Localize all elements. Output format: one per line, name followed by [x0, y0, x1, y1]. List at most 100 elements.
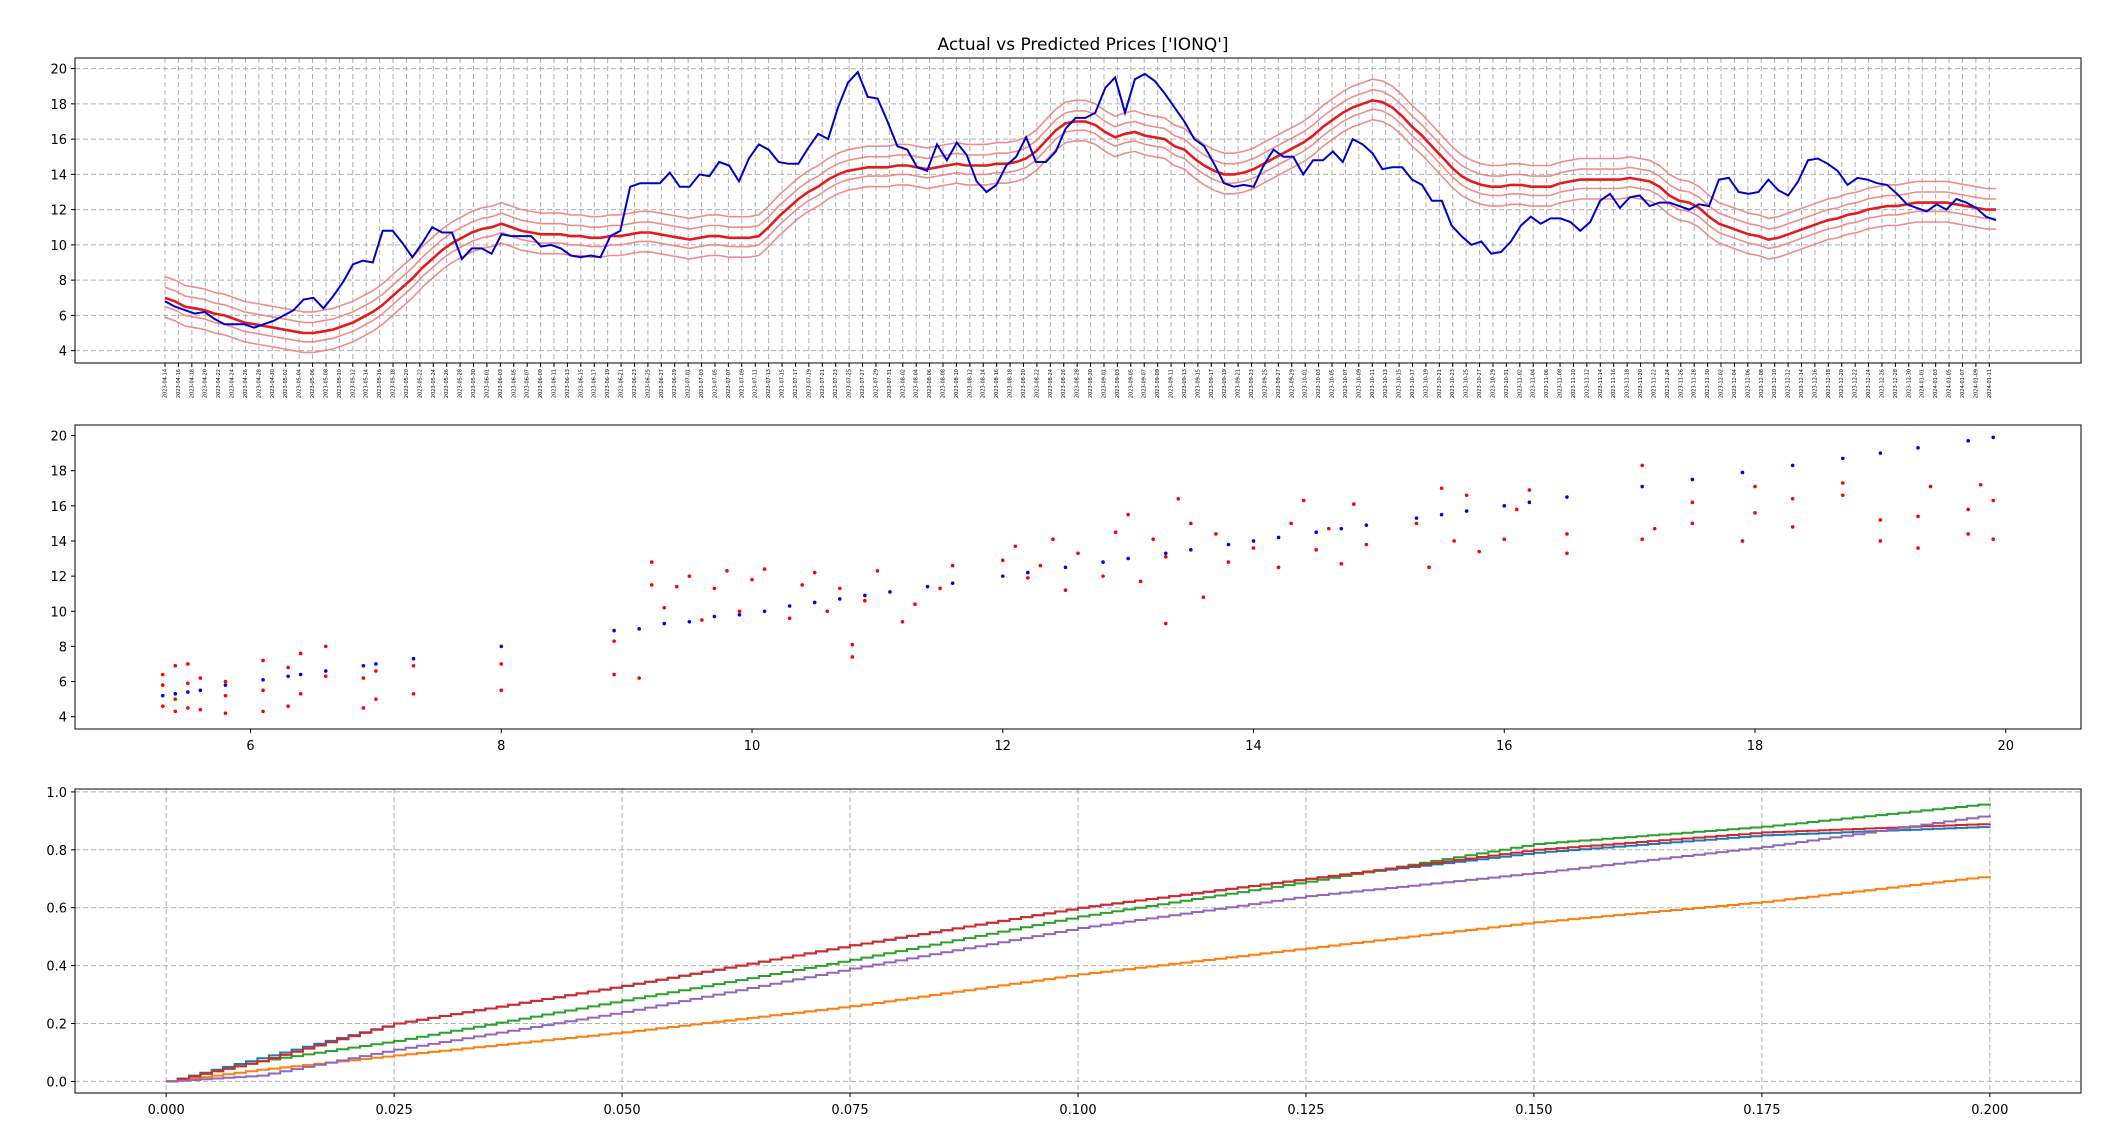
actual-point — [837, 597, 842, 601]
x-tick-label: 2023-12-08 — [1759, 369, 1765, 398]
x-tick-label: 0.025 — [376, 1103, 413, 1118]
y-tick-label: 8 — [59, 640, 67, 655]
x-tick-label: 2023-05-22 — [417, 369, 423, 398]
x-tick-label: 2023-10-13 — [1383, 369, 1389, 398]
x-tick-label: 16 — [1496, 739, 1513, 754]
x-tick-label: 2023-09-27 — [1276, 369, 1282, 398]
predicted-point — [1502, 537, 1507, 542]
actual-point — [662, 621, 667, 626]
x-tick-label: 2023-09-13 — [1182, 369, 1188, 398]
actual-point — [173, 692, 178, 696]
predicted-point — [1038, 563, 1043, 568]
y-tick-label: 10 — [50, 605, 67, 620]
actual-point — [1502, 504, 1507, 508]
x-tick-label: 2023-09-19 — [1222, 369, 1228, 398]
x-tick-label: 2023-11-04 — [1531, 369, 1537, 398]
x-tick-label: 2023-08-20 — [1021, 369, 1027, 398]
predicted-point — [499, 688, 504, 693]
predicted-point — [374, 669, 378, 673]
x-tick-label: 2023-10-23 — [1450, 369, 1456, 398]
x-tick-label: 2023-12-04 — [1732, 369, 1738, 398]
actual-point — [1126, 556, 1130, 561]
actual-point — [925, 584, 930, 589]
x-tick-label: 8 — [497, 739, 505, 754]
x-tick-label: 2023-06-05 — [511, 369, 517, 398]
x-tick-label: 2023-09-09 — [1155, 369, 1161, 398]
predicted-point — [1978, 482, 1983, 487]
predicted-point — [750, 577, 754, 582]
x-tick-label: 2023-05-18 — [391, 369, 397, 398]
y-tick-label: 16 — [50, 133, 67, 148]
predicted-point — [1427, 565, 1431, 570]
predicted-point — [198, 676, 203, 680]
x-tick-label: 2023-11-02 — [1517, 369, 1523, 398]
predicted-point — [1214, 532, 1218, 536]
actual-point — [737, 612, 742, 617]
y-tick-label: 0.0 — [46, 1075, 67, 1090]
actual-point — [411, 656, 416, 661]
predicted-point — [1966, 507, 1970, 512]
predicted-point — [712, 586, 717, 591]
predicted-point — [725, 569, 729, 573]
x-tick-label: 2023-11-20 — [1638, 369, 1644, 398]
x-tick-label: 2023-04-18 — [189, 369, 195, 398]
x-tick-label: 2023-10-09 — [1356, 369, 1362, 398]
x-tick-label: 2023-07-05 — [712, 369, 718, 398]
predicted-point — [762, 567, 767, 571]
x-tick-label: 2024-01-11 — [1987, 369, 1993, 398]
predicted-point — [1690, 521, 1695, 526]
y-tick-label: 12 — [50, 570, 67, 585]
x-tick-label: 2024-01-03 — [1933, 369, 1939, 398]
predicted-point — [1251, 546, 1256, 550]
predicted-point — [1690, 500, 1695, 505]
x-tick-label: 2023-10-27 — [1477, 369, 1483, 398]
actual-point — [1163, 551, 1168, 556]
x-tick-label: 2023-04-16 — [176, 369, 182, 398]
actual-point — [1314, 530, 1319, 534]
series-line-predicted_q10 — [164, 118, 1996, 354]
x-tick-label: 2023-05-02 — [283, 369, 289, 398]
predicted-point — [649, 560, 654, 564]
actual-point — [863, 593, 867, 598]
predicted-point — [223, 711, 228, 715]
x-tick-label: 2023-07-15 — [780, 369, 786, 398]
scatter-chart: 4 6 8 10 12 14 16 18 20 6 8 10 12 14 16 18 20 — [50, 424, 2082, 754]
predicted-point — [1314, 547, 1319, 552]
predicted-point — [850, 642, 855, 647]
actual-point — [1966, 439, 1970, 443]
x-tick-label: 2023-04-20 — [203, 369, 209, 398]
predicted-point — [1414, 521, 1419, 526]
predicted-point — [850, 655, 855, 659]
predicted-point — [361, 676, 366, 680]
x-tick-label: 2023-10-11 — [1370, 369, 1376, 398]
x-tick-label: 2023-05-14 — [364, 369, 370, 398]
x-tick-label: 2023-05-04 — [297, 369, 303, 398]
actual-point — [374, 662, 378, 666]
x-tick-label: 2024-01-01 — [1920, 369, 1926, 398]
actual-point — [687, 620, 692, 624]
y-tick-label: 0.2 — [46, 1018, 67, 1033]
x-tick-label: 2023-08-30 — [1088, 369, 1094, 398]
predicted-point — [1301, 498, 1306, 503]
actual-point — [1226, 542, 1231, 547]
plot-frame — [74, 424, 2082, 730]
x-tick-label: 2023-08-18 — [1008, 369, 1014, 398]
predicted-point — [223, 693, 228, 698]
x-tick-label: 2023-05-08 — [323, 369, 329, 398]
x-tick-label: 2023-06-23 — [632, 369, 638, 398]
x-tick-label: 6 — [246, 739, 254, 754]
predicted-point — [1740, 539, 1745, 543]
x-tick-label: 2023-10-05 — [1330, 369, 1336, 398]
predicted-point — [160, 704, 165, 708]
x-tick-label: 2023-10-19 — [1423, 369, 1429, 398]
y-tick-label: 18 — [50, 98, 67, 113]
x-tick-label: 2023-12-10 — [1772, 369, 1778, 398]
x-tick-label: 2023-04-22 — [216, 369, 222, 398]
predicted-point — [198, 707, 203, 712]
actual-point — [1640, 484, 1644, 489]
x-tick-label: 2024-01-09 — [1973, 369, 1979, 398]
x-tick-label: 2023-08-26 — [1061, 369, 1067, 398]
actual-point — [1991, 435, 1996, 440]
predicted-point — [1013, 544, 1018, 549]
x-tick-label: 2023-10-31 — [1504, 369, 1510, 398]
